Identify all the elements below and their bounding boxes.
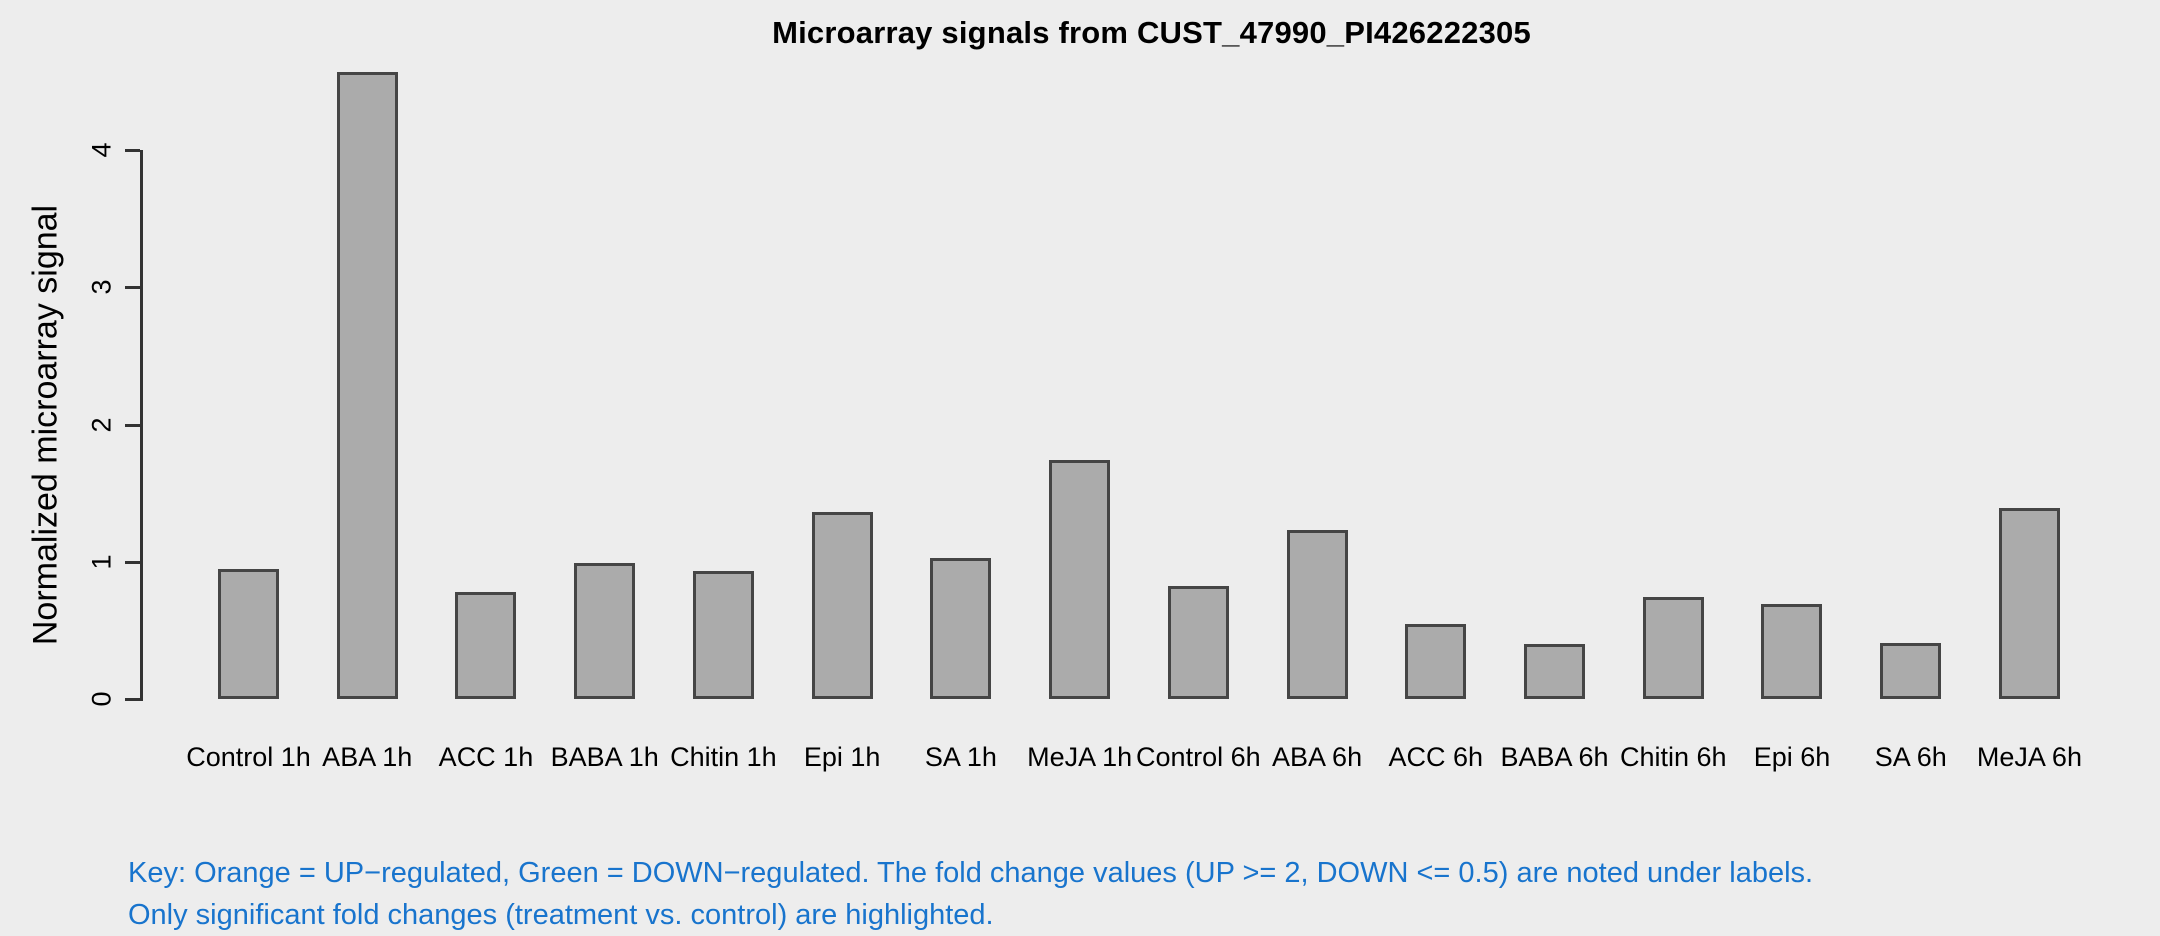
y-axis-tick-label: 2 xyxy=(86,416,117,433)
x-axis-label-meja-1h: MeJA 1h xyxy=(1027,742,1133,772)
y-axis-tick-label: 4 xyxy=(86,142,117,158)
bar-chitin-1h xyxy=(692,571,754,699)
bar-acc-1h xyxy=(455,591,517,699)
x-axis-label-sa-1h: SA 1h xyxy=(924,742,997,772)
x-axis-label-chitin-1h: Chitin 1h xyxy=(670,742,777,772)
x-axis-label-baba-6h: BABA 6h xyxy=(1500,742,1609,772)
key-note-line-1: Key: Orange = UP−regulated, Green = DOWN… xyxy=(128,857,1814,889)
y-axis-line xyxy=(140,150,143,701)
bar-epi-1h xyxy=(811,512,873,699)
y-axis-tick-label: 0 xyxy=(86,691,117,707)
bar-meja-1h xyxy=(1049,460,1111,699)
bar-baba-6h xyxy=(1524,644,1586,699)
y-axis-tick-label: 3 xyxy=(86,279,117,295)
x-axis-label-aba-6h: ABA 6h xyxy=(1272,742,1363,772)
x-axis-label-control-1h: Control 1h xyxy=(186,742,311,772)
x-axis-label-acc-1h: ACC 1h xyxy=(438,742,534,772)
x-axis-label-meja-6h: MeJA 6h xyxy=(1976,742,2082,772)
key-note-line-2: Only significant fold changes (treatment… xyxy=(128,899,994,931)
y-axis-tick xyxy=(125,423,140,427)
y-axis-tick xyxy=(125,560,140,564)
bar-acc-6h xyxy=(1405,623,1467,699)
x-axis-label-chitin-6h: Chitin 6h xyxy=(1619,742,1727,772)
x-axis-label-epi-1h: Epi 1h xyxy=(803,742,881,772)
x-axis-label-sa-6h: SA 6h xyxy=(1874,742,1947,772)
bar-baba-1h xyxy=(574,563,636,699)
x-axis-label-baba-1h: BABA 1h xyxy=(550,742,659,772)
x-axis-label-aba-1h: ABA 1h xyxy=(322,742,413,772)
bar-chitin-6h xyxy=(1642,597,1704,699)
y-axis-tick xyxy=(125,698,140,701)
x-axis-label-acc-6h: ACC 6h xyxy=(1388,742,1484,772)
y-axis-tick xyxy=(125,149,140,152)
bar-control-6h xyxy=(1167,586,1229,699)
bar-meja-6h xyxy=(1998,508,2060,699)
bar-aba-6h xyxy=(1286,530,1348,699)
bar-aba-1h xyxy=(336,71,398,699)
key-note: Key: Orange = UP−regulated, Green = DOWN… xyxy=(128,852,1813,936)
bar-control-1h xyxy=(218,568,279,699)
bar-sa-1h xyxy=(930,557,992,699)
bar-sa-6h xyxy=(1880,642,1942,699)
y-axis-tick xyxy=(125,286,140,290)
y-axis-tick-label: 1 xyxy=(86,554,117,570)
chart-title: Microarray signals from CUST_47990_PI426… xyxy=(772,15,1531,50)
x-axis-label-epi-6h: Epi 6h xyxy=(1753,742,1831,772)
x-axis-label-control-6h: Control 6h xyxy=(1136,742,1261,772)
bar-epi-6h xyxy=(1761,604,1823,699)
